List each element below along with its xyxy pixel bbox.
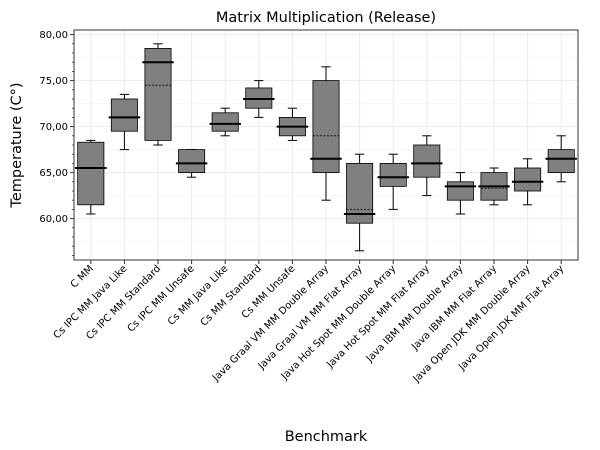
y-tick-label: 65,00 — [39, 168, 68, 179]
x-tick-label: Cs MM Standard — [199, 263, 264, 328]
y-axis-label: Temperature (C°) — [9, 82, 25, 208]
chart-title: Matrix Multiplication (Release) — [216, 10, 436, 26]
box-body — [312, 80, 340, 173]
box-body — [178, 149, 206, 174]
box-body — [547, 149, 575, 174]
box-body — [77, 141, 105, 206]
box-11 — [444, 172, 477, 215]
box-body — [446, 181, 474, 201]
box-body — [514, 167, 542, 192]
y-tick-label: 80,00 — [39, 30, 68, 41]
box-3 — [175, 149, 208, 178]
y-tick-label: 70,00 — [39, 122, 68, 133]
box-8 — [343, 153, 376, 252]
y-tick-label: 75,00 — [39, 76, 68, 87]
box-13 — [511, 158, 544, 206]
box-7 — [310, 66, 342, 201]
box-body — [413, 144, 441, 178]
box-1 — [108, 93, 141, 151]
box-4 — [209, 107, 241, 137]
box-12 — [478, 167, 510, 206]
box-9 — [377, 153, 409, 210]
box-body — [110, 98, 138, 132]
box-body — [379, 162, 407, 187]
box-body — [144, 48, 172, 141]
box-14 — [545, 135, 577, 183]
x-axis-label: Benchmark — [285, 429, 368, 445]
box-6 — [276, 107, 309, 141]
box-0 — [75, 139, 107, 215]
box-5 — [243, 80, 275, 118]
box-body — [211, 112, 239, 132]
boxes — [75, 43, 577, 252]
x-tick-label: C MM — [69, 263, 96, 290]
x-tick-label: Cs MM Java Like — [166, 263, 230, 327]
box-10 — [411, 135, 443, 197]
box-2 — [142, 43, 174, 146]
y-axis: 60,00 65,00 70,00 75,00 80,00 — [39, 30, 74, 256]
y-tick-label: 60,00 — [39, 214, 68, 225]
